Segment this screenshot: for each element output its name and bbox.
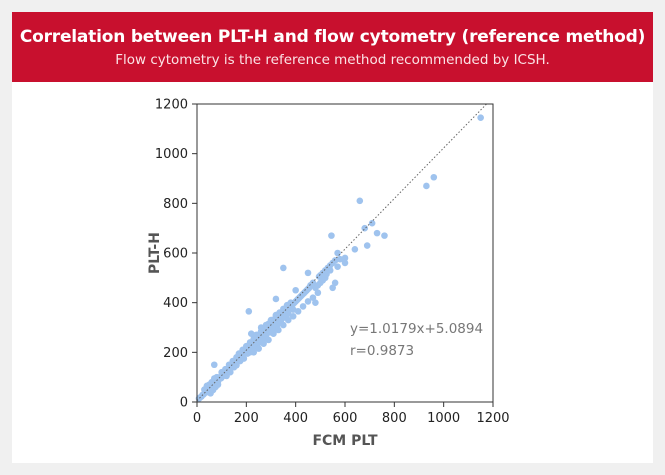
- data-point: [260, 340, 267, 347]
- data-point: [477, 114, 484, 121]
- data-point: [363, 242, 371, 249]
- data-point: [314, 289, 322, 297]
- data-point: [289, 313, 297, 320]
- y-tick-label: 600: [163, 247, 188, 262]
- data-point: [280, 264, 287, 272]
- data-point: [270, 330, 277, 338]
- chart-title: Correlation between PLT-H and flow cytom…: [19, 27, 646, 47]
- data-point: [331, 257, 339, 264]
- data-point: [284, 310, 292, 318]
- data-point: [334, 263, 341, 270]
- equation-annotation: y=1.0179x+5.0894: [350, 321, 483, 337]
- x-tick-label: 600: [333, 411, 358, 426]
- y-tick-label: 0: [180, 396, 188, 411]
- data-point: [381, 232, 388, 239]
- data-point: [267, 316, 275, 324]
- y-tick-label: 1200: [155, 98, 188, 113]
- data-point: [284, 316, 292, 324]
- data-point: [356, 197, 364, 205]
- chart-card: Correlation between PLT-H and flow cytom…: [12, 12, 653, 463]
- data-point: [334, 249, 341, 257]
- data-point: [280, 321, 287, 329]
- x-tick-label: 400: [283, 411, 308, 426]
- x-tick-label: 800: [382, 411, 407, 426]
- data-point: [265, 336, 272, 344]
- data-point: [272, 311, 280, 319]
- data-point: [247, 330, 255, 338]
- x-tick-label: 1200: [476, 411, 509, 426]
- y-axis-ticks: 0 200 400 600 800 1000 1200: [155, 98, 197, 411]
- data-point: [304, 269, 312, 277]
- data-point: [214, 381, 222, 388]
- data-point: [373, 229, 381, 237]
- data-point: [262, 321, 270, 329]
- data-point: [323, 270, 330, 278]
- data-point: [368, 219, 376, 227]
- data-point: [272, 295, 280, 303]
- data-point: [245, 308, 253, 315]
- data-point: [430, 173, 438, 181]
- data-point: [210, 361, 218, 369]
- data-point: [312, 299, 319, 306]
- x-tick-label: 1000: [427, 411, 460, 426]
- data-point: [328, 232, 335, 239]
- x-axis-label: FCM PLT: [312, 433, 378, 449]
- chart-subtitle: Flow cytometry is the reference method r…: [115, 52, 550, 68]
- y-tick-label: 200: [163, 346, 188, 361]
- data-point: [309, 279, 317, 287]
- data-point: [255, 345, 262, 352]
- trend-line: [196, 103, 487, 402]
- data-point: [341, 259, 349, 267]
- data-point: [287, 299, 295, 306]
- data-point: [351, 245, 359, 253]
- data-point: [294, 308, 302, 315]
- data-point: [304, 298, 312, 305]
- data-point: [331, 279, 339, 287]
- data-point: [299, 303, 307, 310]
- data-point: [252, 331, 260, 339]
- data-point: [292, 286, 299, 294]
- data-point: [222, 365, 229, 373]
- data-point: [240, 355, 248, 362]
- x-axis-ticks: 0 200 400 600 800 1000 1200: [193, 402, 510, 426]
- data-point: [213, 373, 221, 381]
- data-point: [275, 326, 282, 334]
- data-point: [326, 262, 334, 269]
- data-point: [227, 368, 234, 376]
- y-axis-label: PLT-H: [147, 232, 163, 274]
- data-point: [309, 294, 317, 302]
- data-point: [257, 324, 265, 331]
- y-tick-label: 400: [163, 296, 188, 311]
- y-tick-label: 800: [163, 197, 188, 212]
- data-point: [250, 349, 258, 356]
- data-point: [329, 284, 336, 292]
- data-point: [315, 273, 323, 280]
- data-point: [341, 254, 349, 262]
- points-layer: [195, 114, 484, 402]
- x-tick-label: 0: [193, 411, 201, 426]
- data-point: [423, 182, 430, 190]
- title-banner: Correlation between PLT-H and flow cytom…: [12, 12, 653, 82]
- correlation-annotation: r=0.9873: [350, 343, 414, 359]
- data-point: [336, 255, 344, 263]
- y-tick-label: 1000: [155, 147, 188, 162]
- data-point: [361, 224, 369, 232]
- x-tick-label: 200: [234, 411, 259, 426]
